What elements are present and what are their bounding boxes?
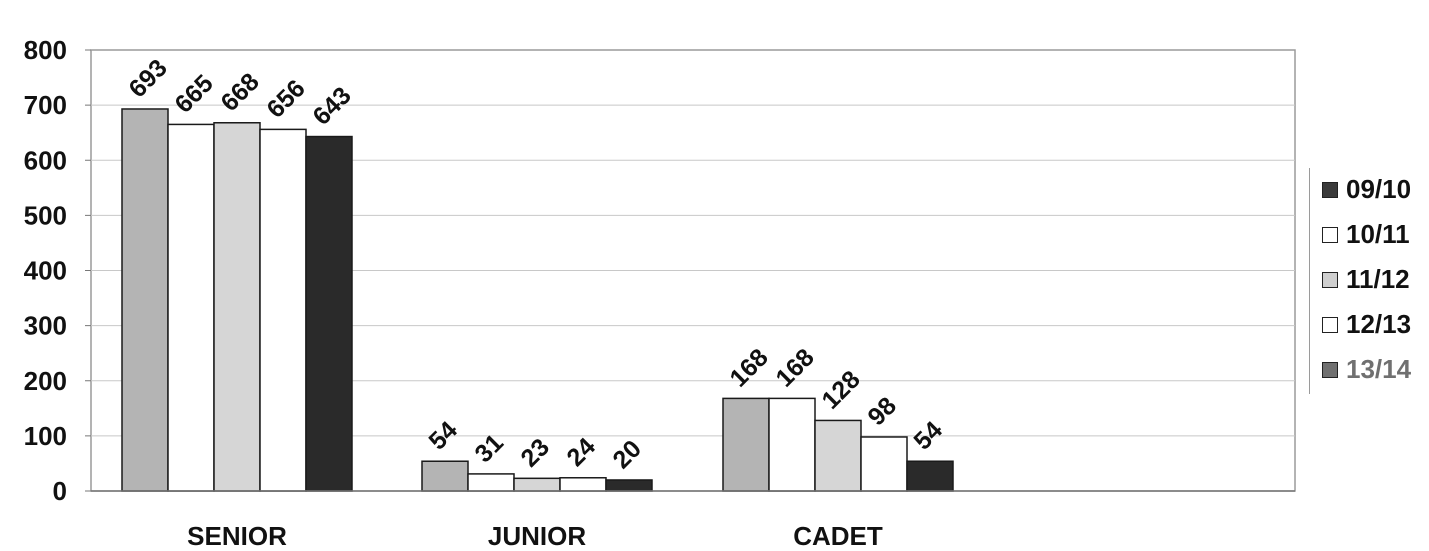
bar xyxy=(421,460,469,492)
x-category-label: SENIOR xyxy=(187,521,287,551)
bar xyxy=(259,128,307,492)
bar xyxy=(213,122,261,492)
y-tick-label: 500 xyxy=(24,200,67,230)
y-tick-label: 0 xyxy=(53,476,67,506)
x-category-label: JUNIOR xyxy=(488,521,586,551)
bar xyxy=(722,397,770,492)
y-tick-label: 600 xyxy=(24,145,67,175)
bar xyxy=(513,477,561,492)
bar xyxy=(467,473,515,492)
y-tick-label: 100 xyxy=(24,421,67,451)
legend-swatch-icon xyxy=(1322,361,1338,378)
legend-item: 09/10 xyxy=(1310,174,1411,205)
legend-item: 12/13 xyxy=(1310,309,1411,340)
bar xyxy=(121,108,169,492)
legend-label: 09/10 xyxy=(1346,174,1412,204)
y-tick-label: 200 xyxy=(24,366,67,396)
legend-swatch-icon xyxy=(1322,271,1338,288)
bar xyxy=(768,397,816,492)
y-axis: 0 100 200 300 400 500 600 700 800 xyxy=(24,35,91,506)
y-tick-label: 800 xyxy=(24,35,67,65)
y-tick-label: 400 xyxy=(24,256,67,286)
bar xyxy=(860,436,908,492)
legend-item: 11/12 xyxy=(1310,264,1410,295)
legend-swatch-icon xyxy=(1322,316,1338,333)
bar xyxy=(906,460,954,492)
bar xyxy=(305,135,353,492)
x-category-label: CADET xyxy=(793,521,883,551)
bar xyxy=(167,123,215,492)
legend-label: 11/12 xyxy=(1346,264,1410,294)
legend-item: 10/11 xyxy=(1310,219,1410,250)
bar xyxy=(559,477,607,492)
legend-swatch-icon xyxy=(1322,226,1338,243)
x-axis: SENIOR JUNIOR CADET xyxy=(91,490,1295,551)
legend-label: 10/11 xyxy=(1346,219,1410,249)
legend-item: 13/14 xyxy=(1310,354,1411,385)
legend-label: 13/14 xyxy=(1346,354,1412,384)
y-tick-label: 300 xyxy=(24,311,67,341)
y-tick-label: 700 xyxy=(24,90,67,120)
bar xyxy=(814,419,862,492)
bar xyxy=(605,479,653,492)
bars xyxy=(121,108,954,492)
legend: 09/10 10/11 11/12 12/13 13/14 xyxy=(1309,168,1428,394)
legend-swatch-icon xyxy=(1322,181,1338,198)
legend-label: 12/13 xyxy=(1346,309,1412,339)
